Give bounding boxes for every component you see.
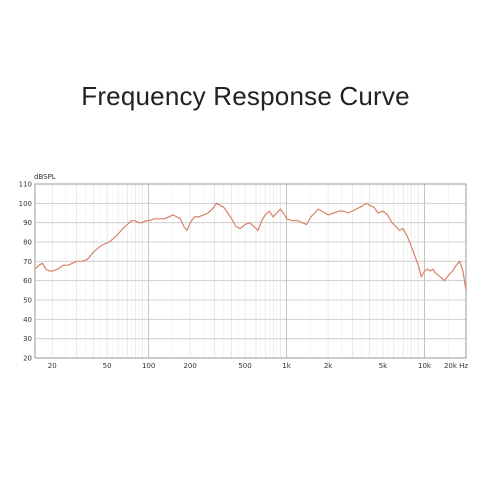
plot-border xyxy=(34,183,467,359)
y-tick-label: 70 xyxy=(23,258,32,266)
x-axis-ticks: 20 50 100 200 500 1k 2k 5k 10k 20k Hz xyxy=(48,362,469,370)
x-tick-label: 500 xyxy=(238,362,251,370)
y-tick-label: 80 xyxy=(23,239,32,247)
x-tick-label: 2k xyxy=(324,362,333,370)
x-tick-label: 20k Hz xyxy=(444,362,468,370)
y-tick-label: 50 xyxy=(23,297,32,305)
y-tick-label: 30 xyxy=(23,335,32,343)
y-axis-ticks: 20 30 40 50 60 70 80 90 100 110 xyxy=(19,181,32,363)
chart-title: Frequency Response Curve xyxy=(81,81,410,111)
y-tick-label: 100 xyxy=(19,200,32,208)
response-curve-line xyxy=(34,202,467,291)
y-tick-label: 20 xyxy=(23,355,32,363)
x-tick-label: 50 xyxy=(103,362,112,370)
x-tick-label: 10k xyxy=(418,362,432,370)
x-tick-label: 100 xyxy=(142,362,155,370)
y-tick-label: 90 xyxy=(23,219,32,227)
x-tick-label: 5k xyxy=(379,362,388,370)
series-lines xyxy=(34,202,467,291)
y-axis-label: dBSPL xyxy=(34,173,56,181)
x-tick-label: 20 xyxy=(48,362,57,370)
chart-grid xyxy=(34,183,467,359)
x-tick-label: 1k xyxy=(282,362,291,370)
y-tick-label: 60 xyxy=(23,277,32,285)
x-tick-label: 200 xyxy=(183,362,196,370)
plot-frame xyxy=(34,183,467,359)
y-tick-label: 40 xyxy=(23,316,32,324)
y-tick-label: 110 xyxy=(19,181,32,189)
